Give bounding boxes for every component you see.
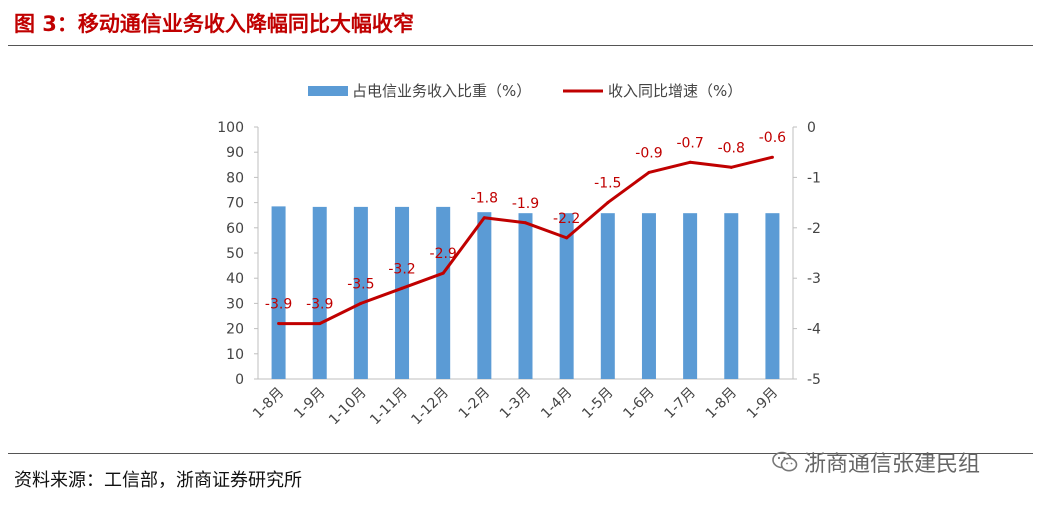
line-point (359, 301, 363, 305)
bar (683, 213, 698, 379)
bar (353, 206, 368, 379)
bar (765, 213, 780, 379)
x-tick-label: 1-6月 (620, 385, 657, 422)
x-tick-label: 1-5月 (579, 385, 616, 422)
line-data-label: -1.5 (594, 176, 621, 192)
right-tick-label: -3 (807, 271, 821, 287)
bar (312, 206, 327, 379)
line-data-label: -2.9 (430, 246, 457, 262)
x-tick-label: 1-10月 (326, 385, 370, 429)
line-point (729, 165, 733, 169)
right-tick-label: -5 (807, 372, 821, 388)
left-tick-label: 100 (217, 120, 244, 136)
x-tick-label: 1-3月 (497, 385, 534, 422)
left-tick-label: 50 (226, 246, 244, 262)
left-tick-label: 0 (235, 372, 244, 388)
x-tick-label: 1-9月 (744, 385, 781, 422)
watermark-text: 浙商通信张建民组 (804, 452, 981, 477)
bar (600, 213, 615, 379)
x-tick-label: 1-12月 (408, 385, 452, 429)
line-point (482, 216, 486, 220)
line-point (770, 155, 774, 159)
line-point (400, 286, 404, 290)
line-point (647, 170, 651, 174)
right-tick-label: -1 (807, 170, 821, 186)
line-point (606, 201, 610, 205)
left-tick-label: 80 (226, 170, 244, 186)
bar (559, 213, 574, 379)
line-data-label: -3.2 (388, 261, 415, 277)
line-point (565, 236, 569, 240)
line-point (318, 322, 322, 326)
line-data-label: -3.5 (347, 276, 374, 292)
x-tick-label: 1-2月 (456, 385, 493, 422)
top-divider (8, 45, 1033, 46)
legend-line-label: 收入同比增速（%） (608, 82, 742, 100)
watermark: 浙商通信张建民组 (772, 446, 980, 478)
bar (436, 206, 451, 379)
line-data-label: -0.7 (676, 135, 703, 151)
left-tick-label: 90 (226, 145, 244, 161)
figure-title: 图 3：移动通信业务收入降幅同比大幅收窄 (14, 12, 414, 36)
line-data-label: -1.9 (512, 196, 539, 212)
source-note: 资料来源：工信部，浙商证券研究所 (14, 470, 302, 491)
bar (641, 213, 656, 379)
right-axis-ticks: -5 -4 -3 -2 -1 0 (793, 120, 821, 388)
left-tick-label: 70 (226, 196, 244, 212)
x-tick-label: 1-9月 (291, 385, 328, 422)
bar (518, 213, 533, 379)
line-data-label: -0.9 (635, 145, 662, 161)
bar (271, 206, 286, 379)
bar-series (271, 206, 780, 379)
line-data-label: -0.8 (718, 140, 745, 156)
x-tick-label: 1-8月 (250, 385, 287, 422)
x-tick-label: 1-8月 (703, 385, 740, 422)
legend-bar-swatch (308, 86, 348, 96)
left-tick-label: 40 (226, 271, 244, 287)
bottom-divider (8, 453, 1033, 454)
x-tick-label: 1-7月 (662, 385, 699, 422)
legend-bar-label: 占电信业务收入比重（%） (352, 82, 531, 100)
line-series (277, 155, 774, 326)
line-data-label: -3.9 (265, 297, 292, 313)
bar (724, 213, 739, 379)
right-tick-label: -2 (807, 221, 821, 237)
left-tick-label: 60 (226, 221, 244, 237)
line-point (524, 221, 527, 225)
x-tick-label: 1-4月 (538, 385, 575, 422)
line-data-label: -2.2 (553, 211, 580, 227)
data-labels: -3.9 -3.9 -3.5 -3.2 -2.9 -1.8 -1.9 -2.2 -1.5 -0.9… (265, 130, 786, 312)
line-data-label: -3.9 (306, 297, 333, 313)
right-tick-label: 0 (807, 120, 816, 136)
line-data-label: -1.8 (471, 191, 498, 207)
wechat-icon (772, 451, 798, 472)
bar (477, 212, 492, 379)
line-data-label: -0.6 (759, 130, 786, 146)
line-point (277, 322, 281, 326)
left-axis-ticks: 0 10 20 30 40 50 60 70 80 90 100 (217, 120, 258, 388)
x-tick-label: 1-11月 (367, 385, 411, 429)
legend: 占电信业务收入比重（%） 收入同比增速（%） (308, 82, 742, 100)
bar (395, 206, 410, 379)
left-tick-label: 30 (226, 296, 244, 312)
left-tick-label: 10 (226, 347, 244, 363)
line-point (688, 160, 692, 164)
right-tick-label: -4 (807, 322, 821, 338)
left-tick-label: 20 (226, 322, 244, 338)
line-point (441, 271, 445, 275)
